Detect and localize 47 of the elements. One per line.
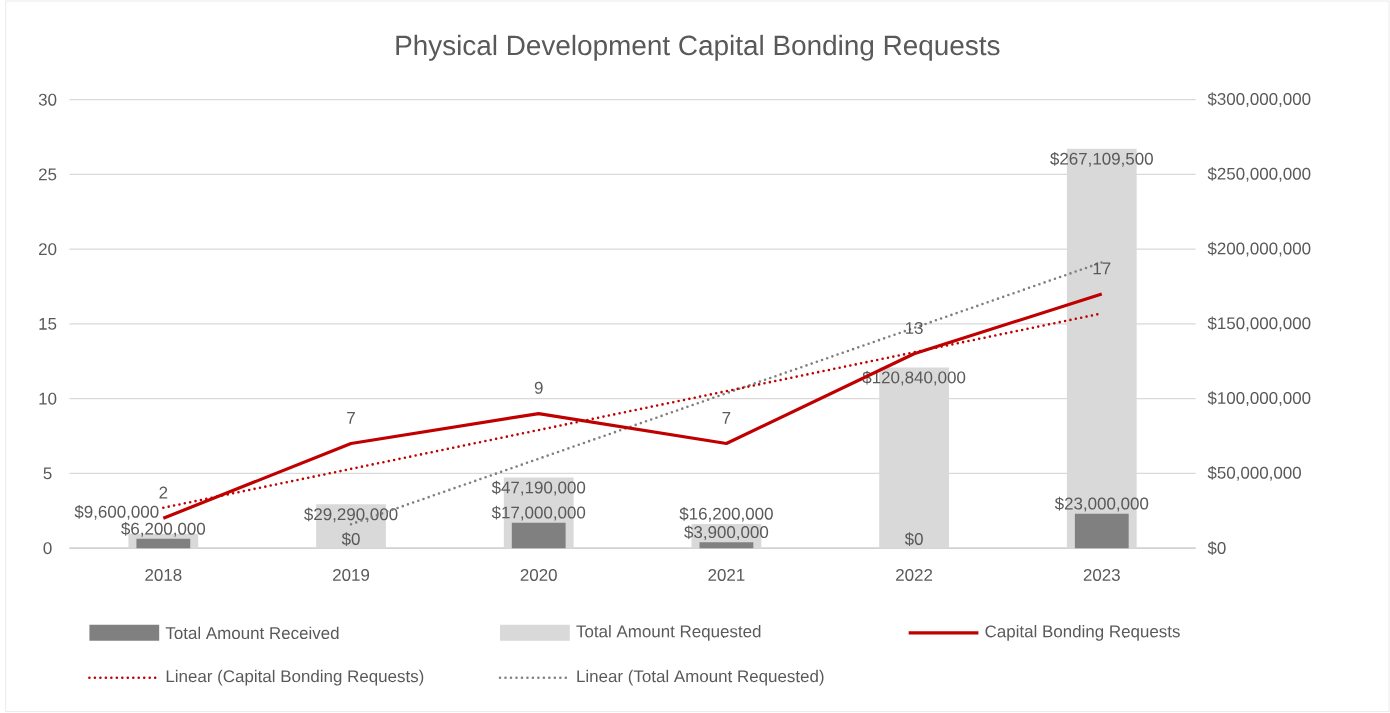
data-label: 2 [159, 486, 168, 499]
y2-tick-label: $150,000,000 [1207, 316, 1311, 332]
y-tick-label: 20 [39, 243, 57, 256]
data-label: 7 [722, 412, 731, 424]
y2-tick-label: $0 [1207, 541, 1226, 556]
x-tick-label: 2019 [333, 569, 370, 582]
y2-tick-label: $100,000,000 [1207, 391, 1311, 407]
legend-label: Linear (Total Amount Requested) [577, 670, 824, 686]
x-tick-label: 2018 [145, 569, 182, 582]
y-tick-label: 30 [38, 93, 57, 106]
data-label: 13 [905, 322, 923, 335]
legend-label: Linear (Capital Bonding Requests) [166, 670, 424, 686]
y2-tick-label: $200,000,000 [1207, 242, 1311, 257]
data-label: 17 [1093, 262, 1111, 275]
legend-label: Total Amount Received [165, 626, 339, 640]
data-label: $0 [341, 532, 360, 547]
bar [699, 542, 754, 549]
bar [511, 522, 566, 549]
y-tick-label: 10 [39, 392, 57, 405]
data-label: $9,600,000 [74, 505, 159, 520]
legend-label: Capital Bonding Requests [985, 625, 1180, 641]
data-label: $6,200,000 [121, 522, 206, 537]
data-label: 7 [347, 412, 355, 424]
y-tick-label: 25 [39, 168, 57, 181]
x-tick-label: 2020 [520, 569, 557, 582]
data-label: $47,190,000 [491, 480, 586, 496]
y-tick-label: 15 [39, 318, 57, 331]
chart-title: Physical Development Capital Bonding Requests [396, 35, 1000, 62]
y2-tick-label: $50,000,000 [1207, 466, 1301, 481]
legend-label: Total Amount Requested [576, 625, 761, 641]
bar [136, 539, 191, 549]
data-label: $23,000,000 [1054, 497, 1149, 512]
data-label: $17,000,000 [491, 506, 586, 521]
data-label: $0 [904, 532, 923, 547]
y2-tick-label: $300,000,000 [1207, 92, 1311, 108]
y-tick-label: 5 [43, 467, 52, 480]
y-tick-label: 0 [43, 542, 52, 555]
data-label: $16,200,000 [679, 507, 773, 522]
x-tick-label: 2021 [708, 569, 745, 582]
bar [1074, 513, 1129, 549]
data-label: $120,840,000 [862, 370, 966, 386]
data-label: $267,109,500 [1050, 152, 1153, 167]
data-label: $3,900,000 [684, 525, 769, 541]
x-tick-label: 2022 [896, 569, 933, 582]
data-label: 9 [534, 382, 543, 394]
y2-tick-label: $250,000,000 [1207, 167, 1311, 182]
x-tick-label: 2023 [1083, 569, 1120, 582]
